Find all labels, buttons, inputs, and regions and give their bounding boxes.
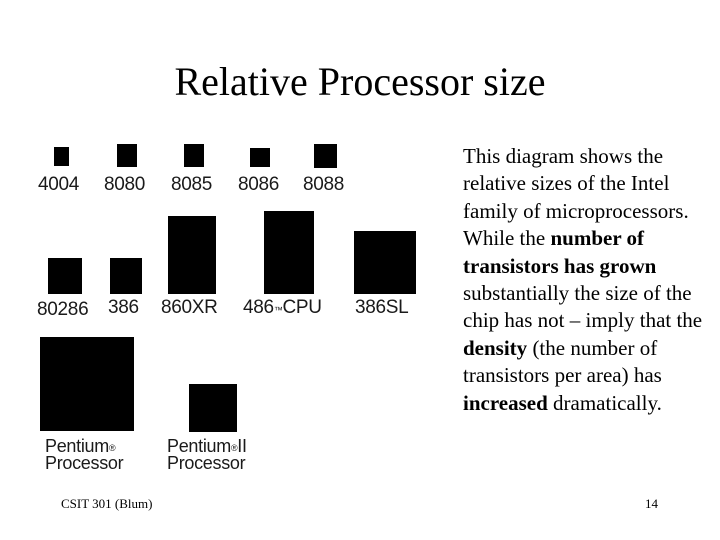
description-text: This diagram shows the relative sizes of… — [463, 143, 708, 417]
chip-8085 — [184, 144, 204, 167]
label-486-number: 486 — [243, 297, 274, 318]
label-pentium: Pentium® Processor — [45, 436, 124, 473]
description-part-1: This diagram shows the relative sizes of… — [463, 144, 689, 251]
chip-8088 — [314, 144, 337, 168]
label-pentium-ii-line2: Processor — [167, 453, 246, 473]
label-pentium-ii-name: Pentium — [167, 436, 231, 456]
chip-386sl — [354, 231, 416, 294]
description-bold-2: density — [463, 335, 528, 360]
description-part-2: substantially the size of the chip has n… — [463, 281, 703, 333]
chip-8080 — [117, 144, 137, 167]
label-4004: 4004 — [38, 174, 80, 195]
registered-mark: ® — [108, 443, 116, 453]
chip-4004 — [54, 147, 69, 166]
label-8080: 8080 — [104, 174, 146, 195]
chip-pentium — [40, 337, 134, 431]
label-8088: 8088 — [303, 174, 345, 195]
page-number: 14 — [645, 496, 658, 511]
slide-title: Relative Processor size — [174, 59, 546, 104]
description-bold-3: increased — [463, 390, 548, 415]
label-pentium-ii: Pentium®II Processor — [167, 436, 247, 473]
chip-386 — [110, 258, 142, 294]
registered-mark: ® — [230, 443, 238, 453]
label-pentium-line2: Processor — [45, 453, 124, 473]
footer-course: CSIT 301 (Blum) — [61, 496, 153, 511]
label-860xr: 860XR — [161, 297, 218, 318]
description-bold-1: number of transistors has grown — [463, 226, 657, 278]
label-pentium-name: Pentium — [45, 436, 109, 456]
chip-pentium-ii — [189, 384, 237, 432]
label-8086: 8086 — [238, 174, 280, 195]
trademark-mark: ™ — [273, 305, 283, 315]
label-8085: 8085 — [171, 174, 213, 195]
label-386sl: 386SL — [355, 297, 409, 318]
label-80286: 80286 — [37, 299, 89, 320]
chip-8086 — [250, 148, 270, 167]
label-486-suffix: CPU — [282, 297, 323, 318]
chip-860xr — [168, 216, 216, 294]
chip-486 — [264, 211, 314, 294]
label-pentium-ii-suffix: II — [237, 436, 247, 456]
label-486: 486™CPU — [243, 298, 322, 318]
description-part-3: (the number of transistors per area) has — [463, 335, 662, 388]
chip-80286 — [48, 258, 82, 294]
description-part-4: dramatically. — [547, 390, 662, 415]
label-386: 386 — [108, 297, 139, 318]
